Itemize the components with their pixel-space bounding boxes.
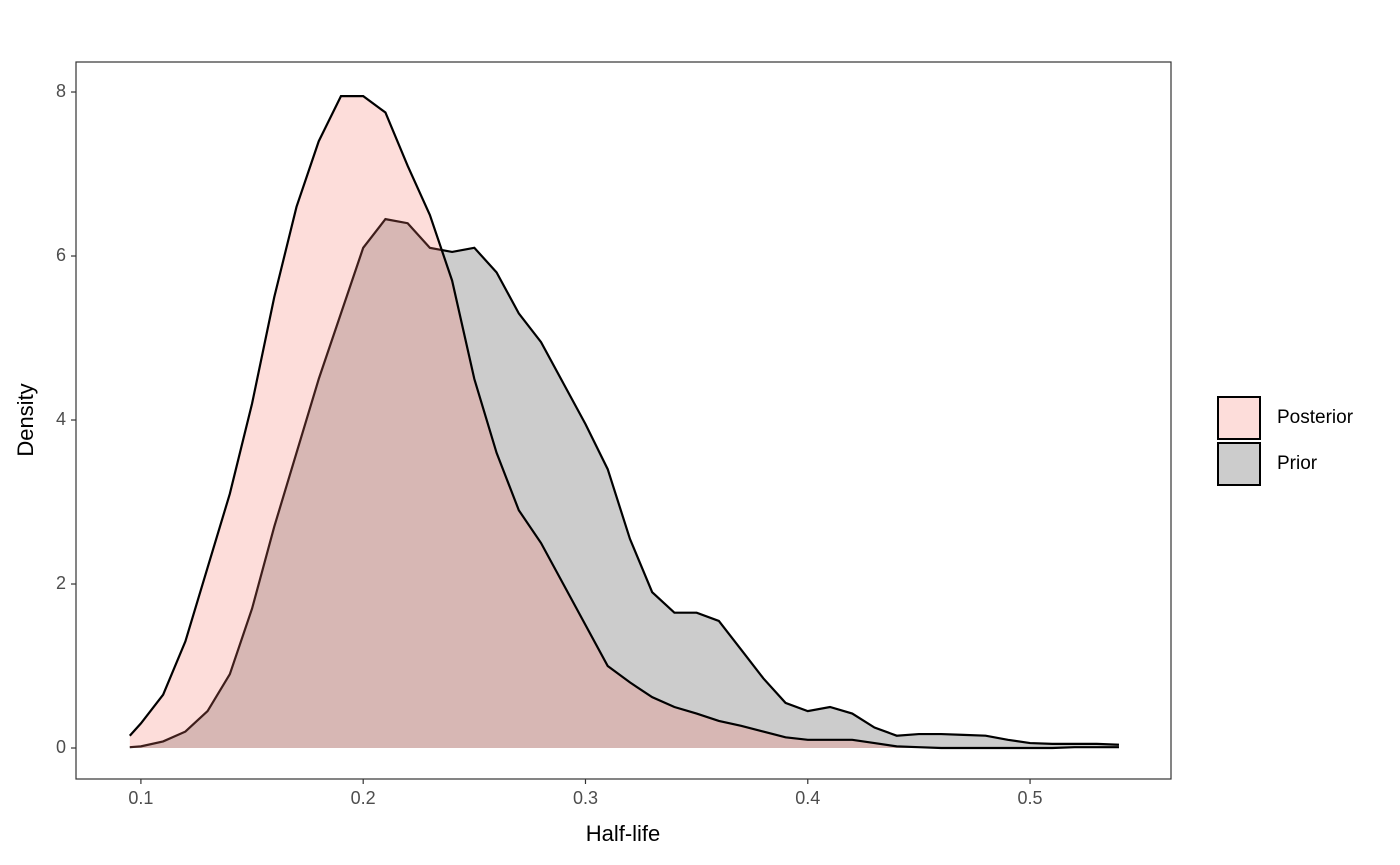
legend-key [1217,396,1261,440]
x-tick-label: 0.5 [1018,788,1043,808]
legend-label: Prior [1277,453,1318,474]
y-tick-label: 0 [56,737,66,757]
y-tick-label: 8 [56,81,66,101]
legend-label: Posterior [1277,407,1354,428]
y-tick-label: 6 [56,245,66,265]
y-tick-label: 4 [56,409,66,429]
x-tick-label: 0.2 [351,788,376,808]
density-area [129,96,1119,749]
x-tick-label: 0.4 [795,788,820,808]
y-tick-label: 2 [56,573,66,593]
x-axis-title: Half-life [586,821,661,846]
density-area [129,219,1119,749]
y-axis-title: Density [13,383,38,456]
x-tick-label: 0.3 [573,788,598,808]
density-line [129,217,1120,749]
x-tick-label: 0.1 [128,788,153,808]
legend-key [1217,442,1261,486]
density-line [128,95,1119,750]
